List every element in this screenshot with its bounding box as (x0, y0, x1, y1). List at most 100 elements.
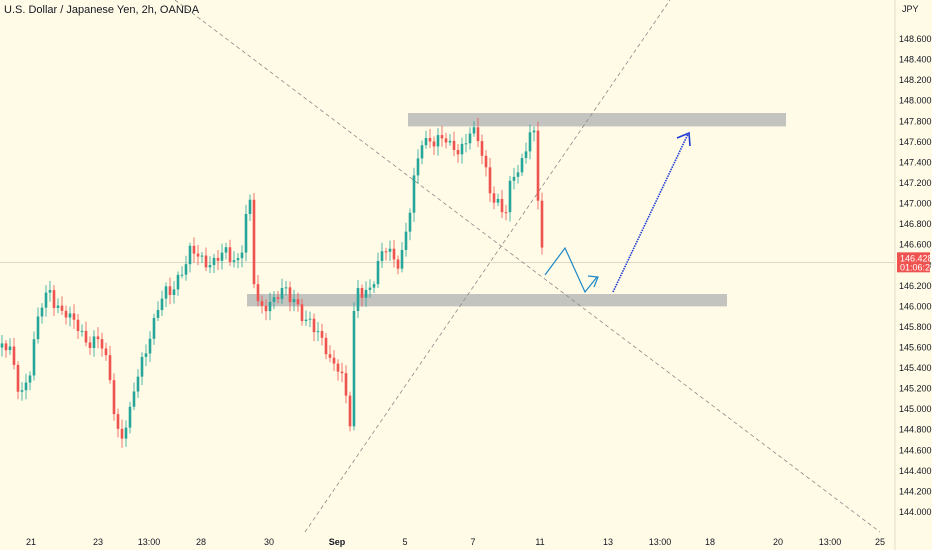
candle-body (320, 331, 324, 338)
candle-body (176, 274, 180, 290)
currency-label: JPY (902, 4, 919, 14)
candle-body (180, 274, 184, 276)
candle-body (0, 343, 4, 348)
y-tick-label: 145.400 (899, 363, 932, 373)
candle-body (264, 305, 268, 312)
candle-body (536, 130, 540, 201)
candle-body (92, 336, 96, 349)
candle-body (244, 214, 248, 253)
y-axis: JPY 148.600 148.400 148.200 148.000 147.800 14… (894, 0, 932, 550)
candle-body (248, 199, 252, 215)
trendline-descending (174, 0, 881, 533)
current-price-value: 146.428 (900, 253, 932, 263)
candle-body (396, 259, 400, 269)
candle-body (56, 305, 60, 308)
candle-body (292, 299, 296, 303)
candle-body (504, 212, 508, 214)
x-tick-label: 21 (26, 537, 36, 547)
candle-body (364, 289, 368, 298)
candle-body (488, 167, 492, 194)
candle-body (36, 316, 40, 340)
candle-body (508, 180, 512, 213)
candle-body (416, 158, 420, 176)
candle-body (204, 255, 208, 268)
candle-body (32, 339, 36, 376)
candle-body (76, 319, 80, 332)
candle-body (132, 391, 136, 407)
candle-body (496, 198, 500, 203)
candle-body (376, 261, 380, 285)
y-tick-label: 148.400 (899, 55, 932, 65)
candle-body (276, 297, 280, 299)
candle-body (300, 304, 304, 322)
x-tick-label: 23 (93, 537, 103, 547)
candle-body (252, 199, 256, 285)
candle-body (368, 287, 372, 290)
candle-body (128, 406, 132, 428)
candle-body (284, 287, 288, 289)
candle-body (492, 193, 496, 203)
candle-body (420, 145, 424, 159)
candle-body (528, 132, 532, 152)
y-tick-label: 147.200 (899, 178, 932, 188)
candle-body (436, 135, 440, 147)
x-tick-label: 30 (264, 537, 274, 547)
y-tick-label: 147.000 (899, 199, 932, 209)
candle-body (520, 158, 524, 173)
candle-body (332, 357, 336, 364)
candle-body (156, 310, 160, 318)
candle-body (316, 331, 320, 333)
candle-body (260, 301, 264, 306)
y-tick-label: 147.800 (899, 116, 932, 126)
candle-body (480, 141, 484, 156)
candle-body (340, 371, 344, 374)
x-tick-label: 20 (773, 537, 783, 547)
candle-body (188, 245, 192, 265)
candle-body (444, 138, 448, 143)
candle-body (324, 337, 328, 355)
y-tick-label: 146.000 (899, 301, 932, 311)
price-zones (247, 113, 786, 307)
candle-body (236, 258, 240, 261)
current-price-timer: 01:06:28 (900, 262, 932, 272)
candle-body (372, 284, 376, 288)
candle-body (524, 151, 528, 159)
candle-body (60, 305, 64, 311)
candle-body (304, 319, 308, 322)
y-tick-label: 146.800 (899, 219, 932, 229)
y-tick-label: 145.200 (899, 384, 932, 394)
trendline-ascending (304, 0, 671, 533)
projection-path-small (544, 246, 598, 294)
candle-body (468, 133, 472, 144)
y-tick-label: 147.600 (899, 137, 932, 147)
candle-body (184, 264, 188, 275)
x-tick-label: 7 (470, 537, 475, 547)
candle-body (452, 140, 456, 150)
x-tick-label: 18 (705, 537, 715, 547)
y-tick-label: 146.600 (899, 240, 932, 250)
candle-body (352, 310, 356, 427)
candle-body (124, 427, 128, 439)
candle-body (272, 297, 276, 302)
candle-body (532, 130, 536, 133)
candle-body (64, 310, 68, 318)
y-tick-label: 144.800 (899, 425, 932, 435)
y-tick-label: 144.600 (899, 445, 932, 455)
candle-body (224, 247, 228, 253)
candle-body (232, 260, 236, 262)
candle-body (432, 141, 436, 147)
candle-body (164, 286, 168, 299)
candle-body (228, 247, 232, 262)
candle-body (500, 198, 504, 213)
candle-body (484, 155, 488, 168)
candle-body (296, 299, 300, 305)
candle-body (144, 353, 148, 357)
candle-body (388, 248, 392, 252)
candle-body (84, 330, 88, 343)
candle-body (8, 346, 12, 351)
y-tick-label: 146.200 (899, 281, 932, 291)
y-tick-label: 145.800 (899, 322, 932, 332)
candle-body (308, 318, 312, 320)
candle-body (104, 348, 108, 356)
